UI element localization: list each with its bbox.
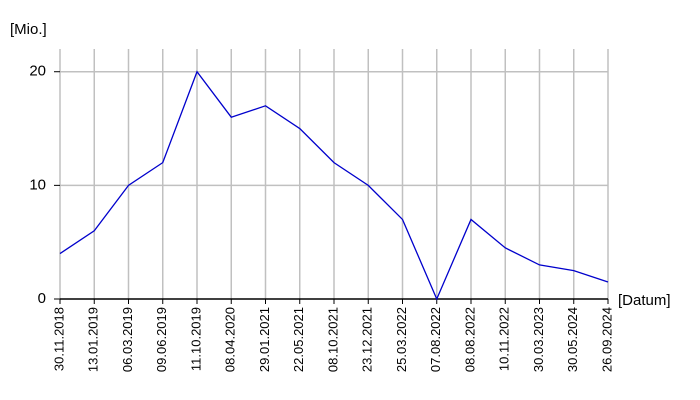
x-tick-label: 11.10.2019	[188, 307, 203, 371]
x-tick-label: 23.12.2021	[360, 307, 375, 372]
y-tick-label: 10	[29, 176, 46, 193]
x-tick-label: 09.06.2019	[154, 307, 169, 372]
x-tick-label: 26.09.2024	[599, 307, 614, 372]
x-tick-label: 07.08.2022	[428, 307, 443, 372]
x-tick-label: 22.05.2021	[291, 307, 306, 372]
x-tick-label: 06.03.2019	[120, 307, 135, 372]
x-tick-label: 08.10.2021	[325, 307, 340, 372]
x-tick-label: 25.03.2022	[394, 307, 409, 372]
x-tick-label: 30.11.2018	[51, 307, 66, 371]
data-line	[59, 70, 609, 301]
y-tick-label: 0	[38, 290, 46, 307]
x-axis-label: [Datum]	[618, 292, 671, 309]
y-tick-label: 20	[29, 63, 46, 80]
x-tick-label: 08.04.2020	[223, 307, 238, 372]
x-tick-label: 30.03.2023	[531, 307, 546, 372]
y-axis-label: [Mio.]	[10, 21, 47, 38]
x-tick-label: 10.11.2022	[497, 307, 512, 371]
x-tick-label: 29.01.2021	[257, 307, 272, 372]
x-tick-label: 08.08.2022	[462, 307, 477, 372]
x-tick-label: 30.05.2024	[565, 307, 580, 372]
x-tick-label: 13.01.2019	[86, 307, 101, 372]
